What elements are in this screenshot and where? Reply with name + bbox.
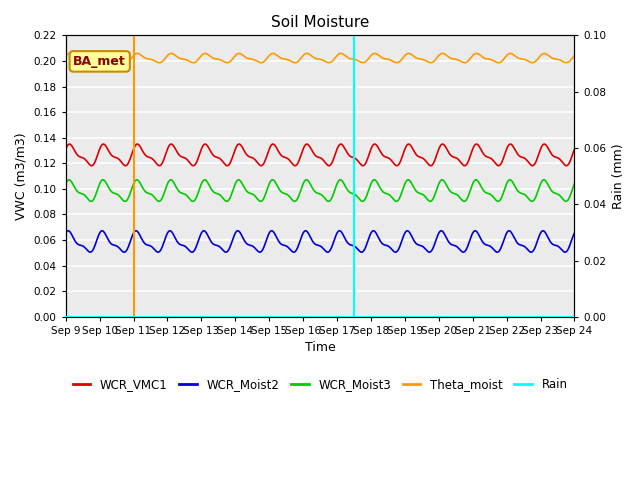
Text: BA_met: BA_met	[74, 55, 126, 68]
Title: Soil Moisture: Soil Moisture	[271, 15, 369, 30]
Legend: WCR_VMC1, WCR_Moist2, WCR_Moist3, Theta_moist, Rain: WCR_VMC1, WCR_Moist2, WCR_Moist3, Theta_…	[68, 373, 572, 396]
X-axis label: Time: Time	[305, 341, 335, 354]
Y-axis label: VWC (m3/m3): VWC (m3/m3)	[15, 132, 28, 220]
Y-axis label: Rain (mm): Rain (mm)	[612, 143, 625, 209]
